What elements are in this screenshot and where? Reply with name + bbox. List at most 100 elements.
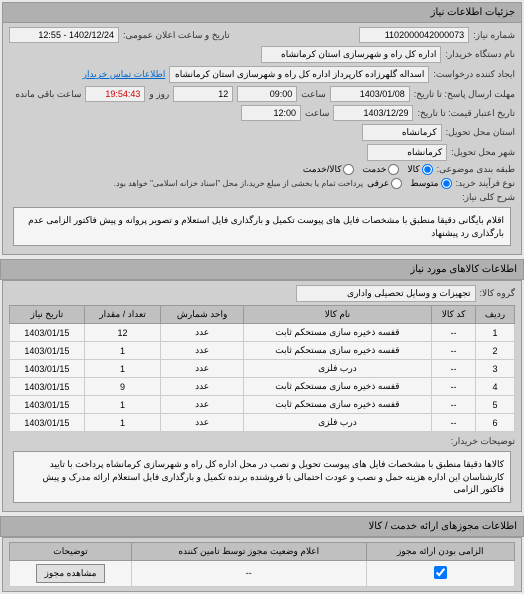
deadline-submit-time-label: ساعت: [301, 89, 326, 100]
goods-cell-1-5: 1403/01/15: [10, 342, 85, 360]
contract-opt-1[interactable]: عرفی: [367, 178, 402, 189]
license-table: الزامی بودن ارائه مجوز اعلام وضعیت مجوز …: [9, 542, 515, 587]
contract-radio-0[interactable]: [441, 178, 452, 189]
budget-opt-1[interactable]: خدمت: [362, 164, 399, 175]
table-row: 6--درب فلزیعدد11403/01/15: [10, 414, 515, 432]
goods-cell-4-0: 5: [476, 396, 515, 414]
requester-label: ایجاد کننده درخواست:: [433, 69, 515, 80]
contract-opt-0-label: متوسط: [410, 178, 438, 189]
goods-cell-2-4: 1: [84, 360, 161, 378]
goods-col-2: نام کالا: [243, 306, 431, 324]
budget-opt-2[interactable]: کالا/خدمت: [303, 164, 355, 175]
license-col-explain: توضیحات: [10, 542, 132, 560]
goods-cell-1-0: 2: [476, 342, 515, 360]
table-row: 5--قفسه ذخیره سازی مستحکم ثابتعدد11403/0…: [10, 396, 515, 414]
deadline-price-time: 12:00: [241, 105, 301, 121]
province-value: کرمانشاه: [362, 124, 442, 141]
goods-cell-2-3: عدد: [161, 360, 243, 378]
goods-cell-4-3: عدد: [161, 396, 243, 414]
budget-opt-1-label: خدمت: [362, 164, 386, 175]
table-row: 1--قفسه ذخیره سازی مستحکم ثابتعدد121403/…: [10, 324, 515, 342]
budget-opt-0[interactable]: کالا: [407, 164, 432, 175]
contract-note: پرداخت تمام یا بخشی از مبلغ خرید،از محل …: [114, 179, 363, 188]
license-row: -- مشاهده مجوز: [10, 560, 515, 586]
goods-col-1: کد کالا: [432, 306, 476, 324]
goods-col-4: تعداد / مقدار: [84, 306, 161, 324]
goods-col-5: تاریخ نیاز: [10, 306, 85, 324]
group-label: گروه کالا:: [480, 288, 515, 299]
goods-cell-1-1: --: [432, 342, 476, 360]
goods-cell-2-1: --: [432, 360, 476, 378]
goods-cell-0-0: 1: [476, 324, 515, 342]
province-label: استان محل تحویل:: [446, 127, 515, 138]
table-row: 4--قفسه ذخیره سازی مستحکم ثابتعدد91403/0…: [10, 378, 515, 396]
budget-radio-group: کالا خدمت کالا/خدمت: [303, 164, 433, 175]
goods-cell-3-2: قفسه ذخیره سازی مستحکم ثابت: [243, 378, 431, 396]
contact-link[interactable]: اطلاعات تماس خریدار: [83, 69, 166, 80]
goods-section-title: اطلاعات کالاهای مورد نیاز: [0, 259, 524, 280]
table-row: 2--قفسه ذخیره سازی مستحکم ثابتعدد11403/0…: [10, 342, 515, 360]
contract-opt-0[interactable]: متوسط: [410, 178, 451, 189]
view-license-button[interactable]: مشاهده مجوز: [36, 564, 106, 583]
goods-cell-2-2: درب فلزی: [243, 360, 431, 378]
city-label: شهر محل تحویل:: [451, 147, 515, 158]
goods-cell-4-4: 1: [84, 396, 161, 414]
days-left: 12: [173, 86, 233, 102]
goods-cell-5-2: درب فلزی: [243, 414, 431, 432]
deadline-submit-label: مهلت ارسال پاسخ: تا تاریخ:: [414, 89, 515, 100]
goods-cell-0-1: --: [432, 324, 476, 342]
datetime-value: 1402/12/24 - 12:55: [9, 27, 119, 43]
budget-radio-0[interactable]: [422, 164, 433, 175]
table-row: 3--درب فلزیعدد11403/01/15: [10, 360, 515, 378]
countdown: 19:54:43: [85, 86, 145, 102]
contract-radio-group: متوسط عرفی: [367, 178, 451, 189]
datetime-label: تاریخ و ساعت اعلان عمومی:: [123, 30, 230, 41]
goods-col-0: ردیف: [476, 306, 515, 324]
goods-cell-4-2: قفسه ذخیره سازی مستحکم ثابت: [243, 396, 431, 414]
budget-radio-1[interactable]: [388, 164, 399, 175]
countdown-label: ساعت باقی مانده: [15, 89, 81, 100]
deadline-price-time-label: ساعت: [305, 108, 330, 119]
goods-cell-0-2: قفسه ذخیره سازی مستحکم ثابت: [243, 324, 431, 342]
license-col-mandatory: الزامی بودن ارائه مجوز: [366, 542, 514, 560]
goods-cell-5-1: --: [432, 414, 476, 432]
budget-label: طبقه بندی موضوعی:: [437, 164, 515, 175]
budget-opt-0-label: کالا: [407, 164, 419, 175]
desc-box: اقلام بایگانی دقیقا منطبق با مشخصات فایل…: [13, 207, 511, 246]
goods-cell-3-5: 1403/01/15: [10, 378, 85, 396]
goods-cell-3-0: 4: [476, 378, 515, 396]
req-no-label: شماره نیاز:: [473, 30, 515, 41]
goods-cell-3-1: --: [432, 378, 476, 396]
buyer-value: اداره کل راه و شهرسازی استان کرمانشاه: [261, 46, 441, 63]
license-section-title: اطلاعات مجوزهای ارائه خدمت / کالا: [0, 516, 524, 537]
goods-cell-1-3: عدد: [161, 342, 243, 360]
deadline-submit-time: 09:00: [237, 86, 297, 102]
license-mandatory-checkbox[interactable]: [434, 566, 447, 579]
deadline-price-label: تاریخ اعتبار قیمت: تا تاریخ:: [417, 108, 515, 119]
budget-opt-2-label: کالا/خدمت: [303, 164, 342, 175]
goods-cell-0-4: 12: [84, 324, 161, 342]
goods-cell-3-3: عدد: [161, 378, 243, 396]
requester-value: اسداله گلهرزاده کارپرداز اداره کل راه و …: [169, 66, 429, 83]
contract-label: نوع فرآیند خرید:: [456, 178, 516, 189]
goods-cell-1-2: قفسه ذخیره سازی مستحکم ثابت: [243, 342, 431, 360]
buyer-label: نام دستگاه خریدار:: [445, 49, 515, 60]
goods-cell-5-5: 1403/01/15: [10, 414, 85, 432]
desc-label: شرح کلی نیاز:: [462, 192, 515, 203]
goods-cell-5-3: عدد: [161, 414, 243, 432]
budget-radio-2[interactable]: [343, 164, 354, 175]
req-no-value: 1102000042000073: [359, 27, 469, 43]
buyer-note-label: توضیحات خریدار:: [451, 436, 515, 447]
main-panel-header: جزئیات اطلاعات نیاز: [3, 3, 521, 23]
goods-cell-0-3: عدد: [161, 324, 243, 342]
contract-radio-1[interactable]: [391, 178, 402, 189]
city-value: کرمانشاه: [367, 144, 447, 161]
goods-cell-3-4: 9: [84, 378, 161, 396]
deadline-price-date: 1403/12/29: [333, 105, 413, 121]
group-value: تجهیزات و وسایل تحصیلی واداری: [296, 285, 476, 302]
goods-cell-2-5: 1403/01/15: [10, 360, 85, 378]
deadline-submit-date: 1403/01/08: [330, 86, 410, 102]
buyer-note-box: کالاها دقیقا منطبق با مشخصات فایل های پی…: [13, 451, 511, 503]
goods-cell-2-0: 3: [476, 360, 515, 378]
goods-cell-4-1: --: [432, 396, 476, 414]
